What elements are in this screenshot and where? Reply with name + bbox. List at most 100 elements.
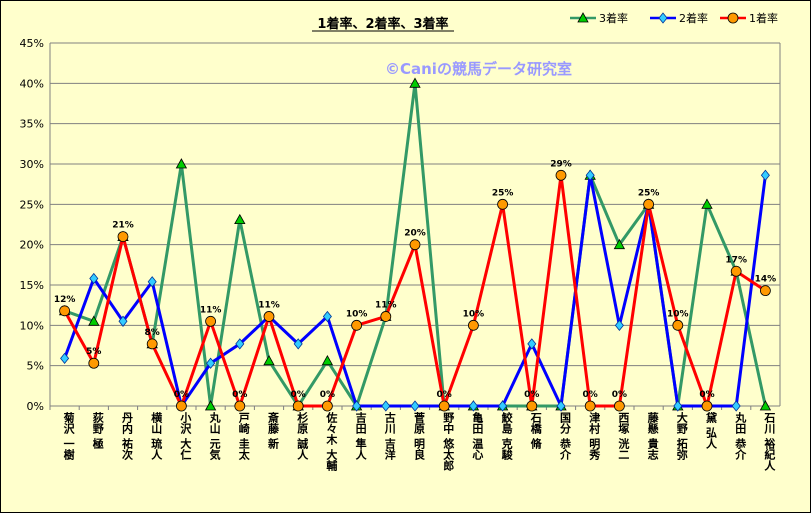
data-point: [643, 198, 654, 210]
y-tick-label: 45%: [20, 37, 44, 50]
data-point: [146, 338, 158, 350]
data-point: [234, 400, 246, 412]
data-point: [760, 169, 770, 181]
watermark: ©Caniの競馬データ研究室: [385, 60, 572, 78]
data-point: [88, 357, 100, 369]
data-point: [235, 338, 245, 350]
data-label: 0%: [174, 390, 189, 400]
data-point: [467, 319, 479, 331]
legend-marker: [577, 12, 589, 23]
data-label: 11%: [258, 300, 280, 310]
data-label: 17%: [725, 255, 747, 265]
data-point: [468, 400, 478, 412]
data-point: [204, 400, 217, 411]
x-tick-label: 亀田 温心: [471, 411, 484, 461]
data-point: [584, 400, 596, 412]
data-point: [585, 169, 595, 181]
x-tick-label: 丸田 恭介: [734, 411, 748, 460]
data-point: [498, 400, 508, 412]
x-tick-label: 杉原 誠人: [296, 411, 309, 460]
data-label: 11%: [375, 300, 397, 310]
data-point: [409, 239, 421, 251]
y-tick-label: 0%: [27, 400, 44, 413]
y-tick-label: 35%: [20, 118, 44, 131]
data-point: [672, 319, 684, 331]
data-point: [497, 198, 509, 210]
data-point: [438, 400, 450, 412]
data-label: 0%: [524, 390, 539, 400]
x-tick-label: 国分 恭介: [559, 412, 573, 460]
data-label: 0%: [437, 390, 452, 400]
data-point: [321, 355, 334, 366]
data-point: [59, 305, 70, 317]
data-label: 8%: [145, 328, 160, 338]
y-tick-label: 25%: [20, 198, 44, 211]
y-tick-label: 5%: [27, 360, 44, 373]
legend-label: 3着率: [599, 11, 628, 25]
x-tick-label: 津村 明秀: [588, 411, 602, 461]
data-point: [352, 400, 362, 412]
data-point: [175, 400, 187, 412]
legend-marker: [727, 12, 739, 24]
data-point: [614, 319, 624, 331]
x-tick-label: 石橋 脩: [529, 412, 543, 450]
data-point: [614, 400, 625, 412]
x-tick-label: 斎藤 新: [267, 411, 280, 450]
data-label: 25%: [492, 188, 514, 198]
x-tick-label: 佐々木 大輔: [325, 411, 339, 472]
data-label: 0%: [320, 390, 335, 400]
x-tick-label: 吉田 隼人: [354, 411, 368, 460]
data-point: [409, 77, 421, 88]
data-label: 0%: [612, 390, 627, 400]
x-tick-label: 横山 琉人: [150, 411, 163, 460]
data-point: [730, 265, 742, 277]
data-point: [147, 276, 157, 288]
x-tick-label: 丸山 元気: [208, 411, 222, 461]
data-point: [88, 315, 100, 326]
data-label: 0%: [699, 390, 714, 400]
data-point: [292, 400, 304, 412]
y-tick-label: 20%: [20, 239, 44, 252]
data-point: [60, 352, 70, 365]
data-label: 29%: [550, 159, 572, 169]
x-tick-label: 藤懸 貴志: [646, 411, 659, 460]
data-point: [351, 319, 363, 331]
y-tick-label: 40%: [20, 77, 44, 90]
data-label: 0%: [291, 390, 306, 400]
data-point: [759, 400, 772, 411]
x-tick-label: 荻野 極: [91, 411, 105, 450]
data-label: 20%: [404, 229, 426, 239]
data-point: [322, 310, 332, 323]
data-label: 11%: [200, 305, 222, 315]
data-point: [206, 357, 216, 369]
x-tick-label: 小沢 大仁: [179, 411, 193, 461]
data-point: [701, 400, 713, 412]
data-label: 10%: [463, 309, 485, 319]
legend-label: 2着率: [679, 11, 708, 25]
data-point: [731, 400, 741, 412]
data-point: [380, 311, 392, 322]
x-tick-label: 丹内 祐次: [121, 412, 134, 461]
data-label: 10%: [346, 309, 368, 319]
data-point: [381, 400, 391, 412]
data-point: [321, 400, 333, 412]
data-point: [118, 315, 128, 327]
data-label: 10%: [667, 309, 689, 319]
x-tick-label: 黛 弘人: [705, 411, 718, 449]
data-point: [293, 338, 303, 350]
x-tick-label: 菊沢 一樹: [62, 411, 75, 461]
data-point: [555, 169, 567, 181]
x-tick-label: 戸崎 圭太: [237, 412, 251, 461]
data-point: [205, 315, 217, 327]
y-tick-label: 30%: [20, 158, 44, 171]
data-point: [410, 400, 420, 412]
data-point: [263, 311, 275, 322]
data-point: [613, 238, 626, 250]
data-point: [117, 231, 129, 243]
x-tick-label: 野中 悠太郎: [442, 412, 456, 472]
data-label: 14%: [755, 275, 777, 285]
y-tick-label: 15%: [20, 279, 44, 292]
x-tick-label: 古川 吉洋: [383, 411, 397, 461]
